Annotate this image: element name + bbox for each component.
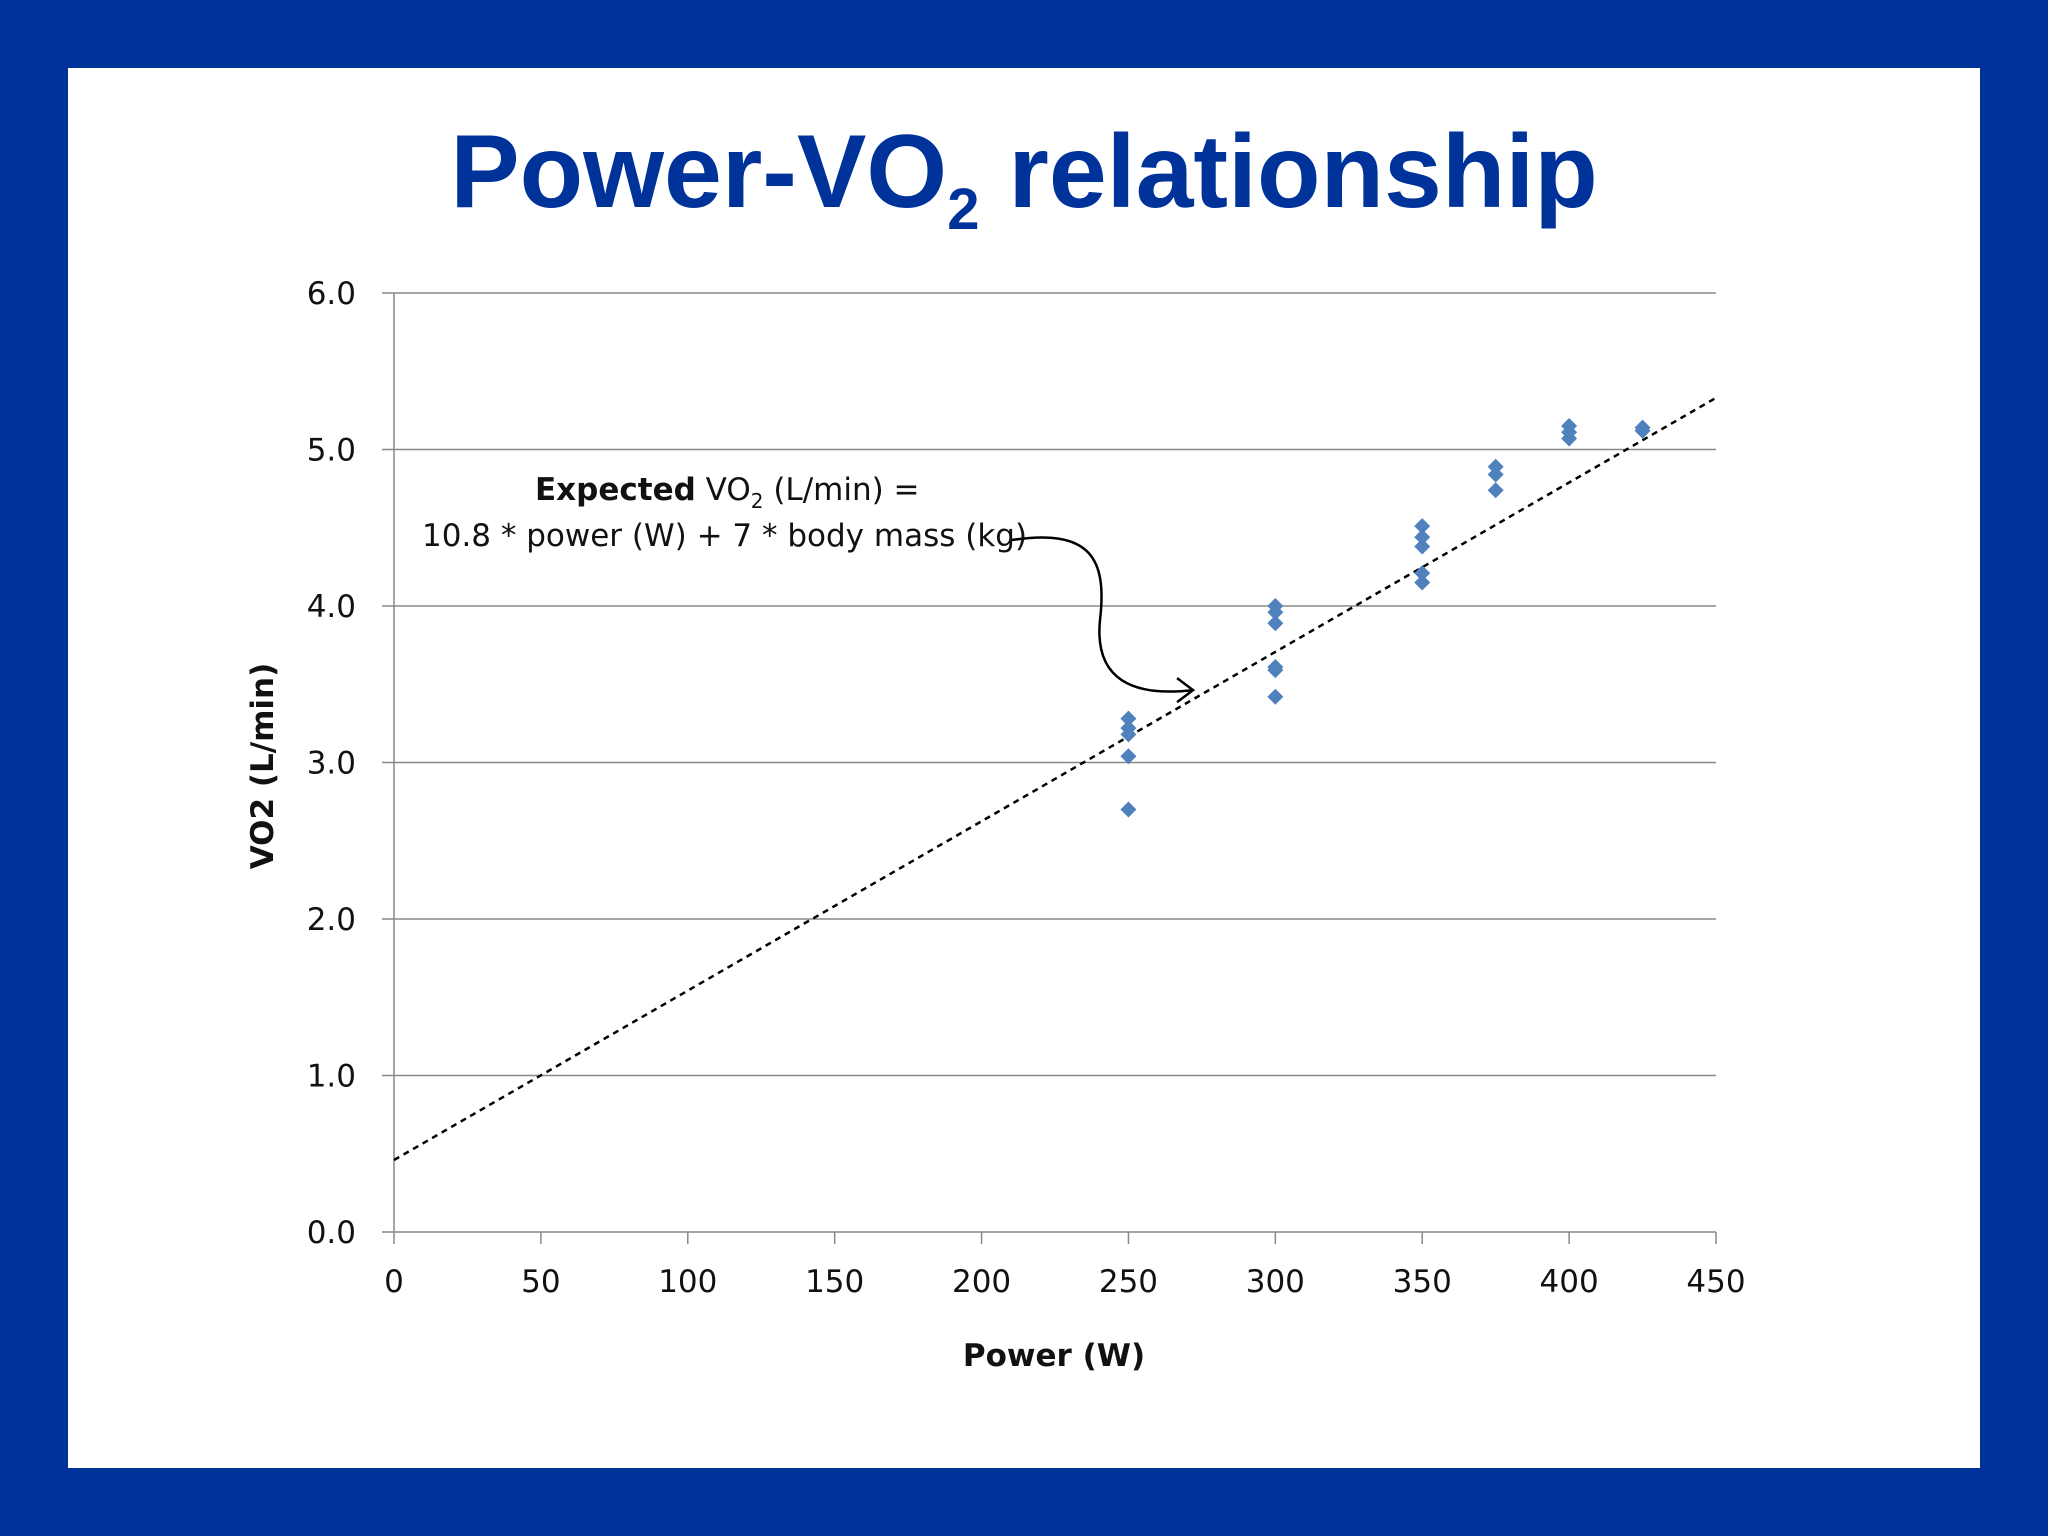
data-point bbox=[1634, 422, 1651, 439]
annotation-vo: VO bbox=[696, 472, 751, 508]
data-point bbox=[1120, 726, 1137, 743]
data-point bbox=[1414, 529, 1431, 546]
data-point bbox=[1267, 662, 1284, 679]
data-point bbox=[1267, 604, 1284, 621]
data-point bbox=[1267, 615, 1284, 632]
y-tick-label: 1.0 bbox=[307, 1059, 356, 1095]
slide-title: Power-VO2 relationship bbox=[0, 120, 2048, 239]
annotation-group: Expected VO2 (L/min) = 10.8 * power (W) … bbox=[422, 472, 1196, 704]
data-point bbox=[1561, 430, 1578, 447]
x-axis-label: Power (W) bbox=[963, 1338, 1145, 1374]
annotation-unit: (L/min) = bbox=[763, 472, 919, 508]
y-axis-label: VO2 (L/min) bbox=[245, 663, 281, 870]
x-tick-label: 350 bbox=[1393, 1264, 1452, 1300]
annotation-sub: 2 bbox=[751, 489, 764, 513]
x-tick-label: 450 bbox=[1686, 1264, 1745, 1300]
y-tick-label: 0.0 bbox=[307, 1215, 356, 1251]
annotation-bold: Expected bbox=[535, 472, 696, 508]
data-point bbox=[1487, 466, 1504, 483]
gridlines bbox=[394, 292, 1716, 1077]
x-tick-label: 100 bbox=[658, 1264, 717, 1300]
x-tick-label: 400 bbox=[1540, 1264, 1599, 1300]
data-point bbox=[1267, 688, 1284, 705]
title-rest: relationship bbox=[979, 114, 1598, 230]
data-point bbox=[1414, 565, 1431, 582]
data-point bbox=[1120, 801, 1137, 818]
slide-background bbox=[68, 68, 1980, 1468]
x-tick-label: 50 bbox=[521, 1264, 560, 1300]
data-point bbox=[1414, 574, 1431, 591]
data-point bbox=[1120, 748, 1137, 765]
annotation-arrowhead bbox=[1176, 677, 1196, 704]
data-point bbox=[1414, 538, 1431, 555]
axes: 0.0 1.0 2.0 3.0 4.0 5.0 6.0 0 50 100 150 200 250 300 3… bbox=[307, 276, 1746, 1300]
data-points bbox=[1120, 418, 1651, 818]
y-tick-label: 6.0 bbox=[307, 276, 356, 312]
data-point bbox=[1414, 518, 1431, 535]
trendline bbox=[393, 396, 1717, 1162]
y-tick-label: 3.0 bbox=[307, 746, 356, 782]
data-point bbox=[1120, 710, 1137, 727]
y-tick-label: 5.0 bbox=[307, 433, 356, 469]
annotation-line1: Expected VO2 (L/min) = bbox=[535, 472, 920, 513]
y-tick-label: 2.0 bbox=[307, 902, 356, 938]
annotation-line2: 10.8 * power (W) + 7 * body mass (kg) bbox=[422, 518, 1027, 554]
x-tick-label: 0 bbox=[384, 1264, 404, 1300]
annotation-arrow bbox=[1011, 536, 1194, 693]
data-point bbox=[1487, 482, 1504, 499]
x-tick-label: 200 bbox=[952, 1264, 1011, 1300]
title-subscript: 2 bbox=[947, 177, 980, 242]
x-tick-label: 300 bbox=[1246, 1264, 1305, 1300]
y-tick-label: 4.0 bbox=[307, 589, 356, 625]
title-main: Power-VO bbox=[450, 114, 948, 230]
x-tick-label: 150 bbox=[805, 1264, 864, 1300]
trendline-group bbox=[393, 396, 1717, 1162]
x-tick-label: 250 bbox=[1099, 1264, 1158, 1300]
